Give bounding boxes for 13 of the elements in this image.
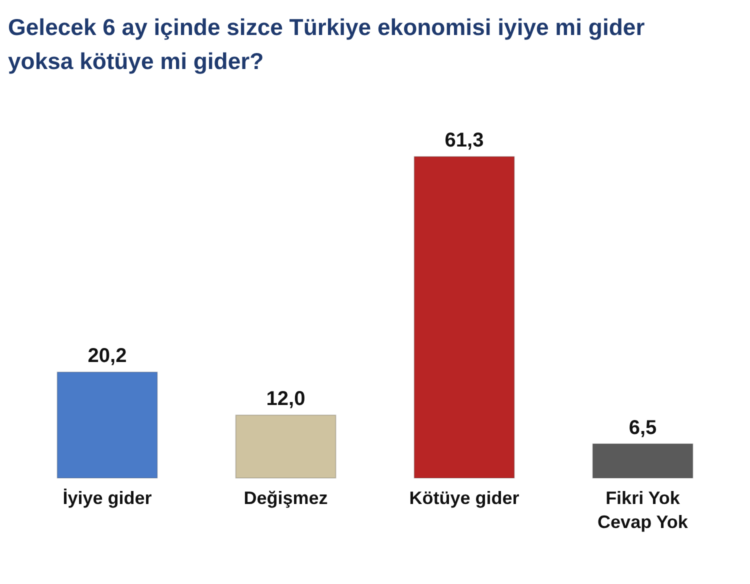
data-label: 20,2 xyxy=(88,345,127,368)
bar xyxy=(56,372,158,478)
x-tick-label: Fikri Yok Cevap Yok xyxy=(598,488,689,532)
x-tick-label: İyiye gider xyxy=(62,488,152,508)
bar xyxy=(235,414,336,478)
data-label: 12,0 xyxy=(266,388,306,410)
bar xyxy=(592,443,694,478)
data-label: 6,5 xyxy=(628,416,657,439)
x-tick-label: Değişmez xyxy=(244,488,328,508)
x-tick-label: Kötüye gider xyxy=(409,488,520,508)
bar xyxy=(414,156,515,478)
chart-title: Gelecek 6 ay içinde sizce Türkiye ekonomisi iyiye mi gider yoksa kötüye mi gider? xyxy=(8,13,646,76)
data-label: 61,3 xyxy=(444,130,484,152)
